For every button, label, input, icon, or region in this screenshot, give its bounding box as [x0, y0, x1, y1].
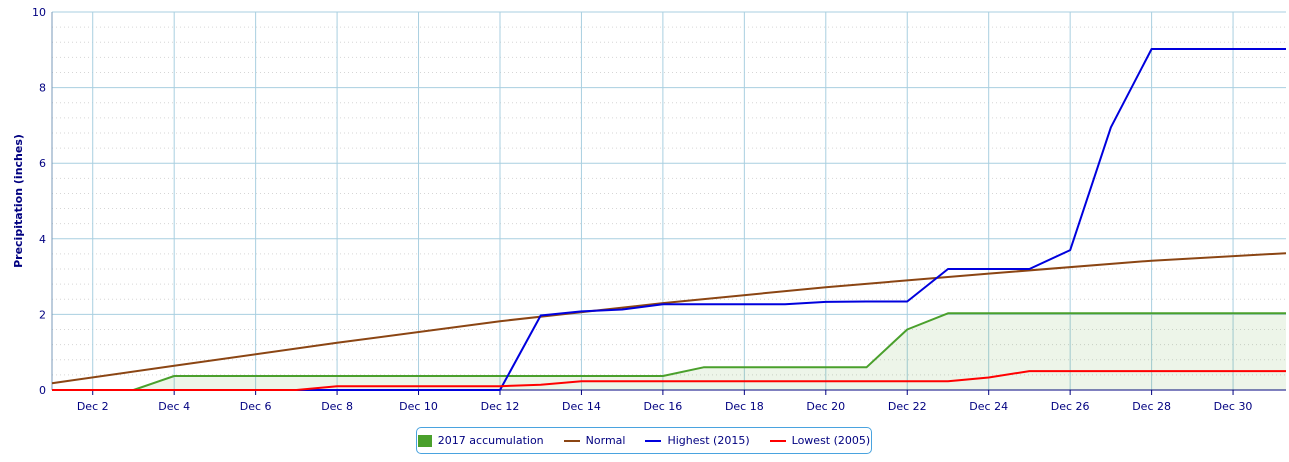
legend-swatch-highest: [645, 439, 662, 442]
legend-swatch-normal: [563, 439, 580, 442]
x-tick-label: Dec 10: [399, 400, 438, 413]
legend-label-lowest: Lowest (2005): [791, 434, 871, 447]
legend-item-normal[interactable]: Normal: [563, 434, 626, 447]
legend-swatch-2017-accumulation: [417, 434, 432, 447]
x-tick-label: Dec 30: [1214, 400, 1253, 413]
legend-label-highest: Highest (2015): [667, 434, 750, 447]
series-line-lowest-2005: [52, 370, 1286, 391]
x-tick-label: Dec 14: [562, 400, 601, 413]
legend-swatch-lowest: [769, 439, 786, 442]
x-tick-label: Dec 18: [725, 400, 764, 413]
series-area-2017-accumulation: [52, 313, 1286, 390]
legend-item-lowest[interactable]: Lowest (2005): [769, 434, 871, 447]
chart-legend: 2017 accumulation Normal Highest (2015) …: [416, 427, 872, 454]
y-tick-label: 4: [39, 233, 46, 246]
x-tick-label: Dec 2: [77, 400, 109, 413]
y-axis-title: Precipitation (inches): [12, 134, 25, 268]
x-tick-label: Dec 16: [644, 400, 683, 413]
x-tick-label: Dec 26: [1051, 400, 1090, 413]
x-tick-label: Dec 28: [1132, 400, 1171, 413]
legend-item-2017-accumulation[interactable]: 2017 accumulation: [417, 434, 544, 447]
y-tick-label: 6: [39, 157, 46, 170]
legend-item-highest[interactable]: Highest (2015): [645, 434, 750, 447]
series-line-normal: [51, 252, 1287, 385]
y-tick-label: 0: [39, 384, 46, 397]
y-tick-label: 8: [39, 82, 46, 95]
legend-label-normal: Normal: [585, 434, 626, 447]
x-tick-label: Dec 6: [240, 400, 272, 413]
legend-label-2017-accumulation: 2017 accumulation: [437, 434, 544, 447]
series-line-2017-accumulation: [52, 312, 1286, 391]
x-tick-label: Dec 22: [888, 400, 927, 413]
y-tick-label: 2: [39, 308, 46, 321]
x-tick-label: Dec 24: [969, 400, 1008, 413]
x-tick-label: Dec 20: [806, 400, 845, 413]
x-tick-label: Dec 8: [321, 400, 353, 413]
x-tick-label: Dec 12: [481, 400, 520, 413]
x-tick-label: Dec 4: [158, 400, 190, 413]
y-tick-label: 10: [32, 6, 46, 19]
